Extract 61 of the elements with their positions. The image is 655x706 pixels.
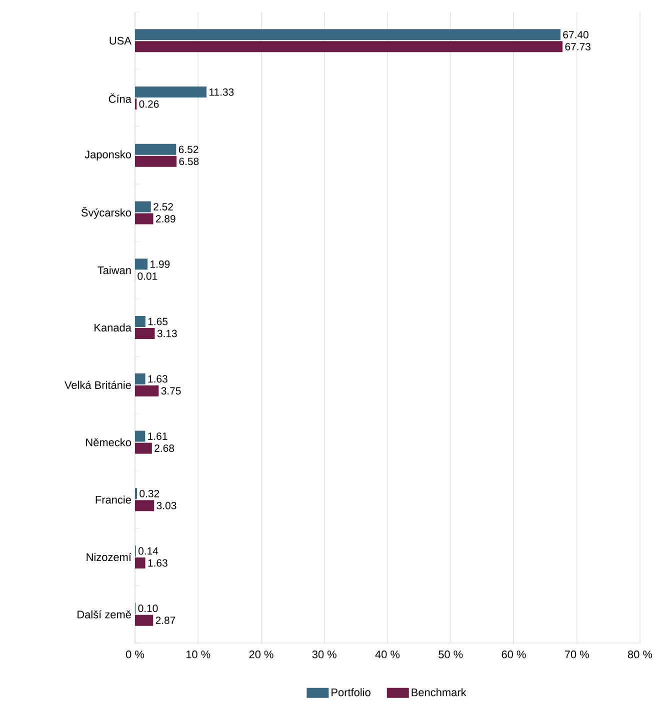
y-tick-label: Japonsko [84, 150, 132, 161]
bar [135, 500, 154, 512]
data-label: 3.03 [156, 502, 176, 510]
y-tick-label: USA [110, 36, 132, 45]
bar [135, 86, 207, 98]
data-label: 67.73 [565, 42, 590, 50]
data-label: 6.52 [178, 146, 198, 154]
data-label: 2.68 [154, 444, 174, 452]
y-tick-label: Čína [108, 93, 132, 103]
bar [135, 156, 177, 167]
data-label: 6.58 [179, 158, 199, 166]
x-tick-label: 70 % [564, 650, 589, 658]
y-tick-label: Nizozemí [86, 552, 132, 562]
x-tick-label: 30 % [312, 650, 336, 658]
bar [135, 29, 560, 40]
bar [135, 614, 154, 626]
bar [135, 328, 155, 340]
x-tick-label: 0 % [126, 650, 144, 658]
y-tick-label: Velká Británie [64, 380, 131, 389]
data-label: 1.99 [150, 260, 170, 268]
bar [135, 258, 148, 270]
bar [135, 385, 159, 396]
data-label: 0.26 [139, 100, 159, 108]
data-label: 0.14 [138, 547, 158, 555]
data-label: 67.40 [563, 30, 588, 38]
data-label: 3.13 [157, 330, 177, 338]
bar [135, 430, 146, 442]
y-tick-label: Taiwan [98, 266, 131, 274]
data-label: 1.63 [148, 559, 168, 567]
y-tick-label: Švýcarsko [81, 206, 132, 219]
x-tick-label: 50 % [438, 650, 463, 658]
data-label: 2.87 [156, 616, 176, 624]
y-tick-label: Francie [96, 496, 131, 504]
data-label: 1.61 [148, 432, 168, 440]
legend-label: Benchmark [412, 688, 466, 696]
bar [135, 316, 146, 328]
y-tick-label: Německo [86, 438, 132, 446]
data-label: 1.63 [148, 375, 168, 383]
data-label: 2.52 [154, 203, 173, 210]
x-tick-label: 20 % [249, 650, 274, 658]
bar [135, 557, 146, 568]
data-label: 3.75 [161, 387, 181, 395]
x-tick-label: 40 % [375, 650, 400, 658]
data-label: 0.10 [138, 604, 158, 612]
bar [135, 373, 146, 384]
data-label: 11.33 [210, 88, 234, 96]
data-label: 1.65 [148, 318, 168, 326]
x-tick-label: 80 % [628, 650, 652, 658]
data-label: 0.32 [140, 490, 160, 498]
x-tick-label: 60 % [502, 650, 526, 658]
bar [135, 201, 151, 212]
bar [135, 213, 154, 224]
bar [135, 442, 152, 454]
legend-label: Portfolio [332, 688, 370, 696]
y-tick-label: Kanada [94, 323, 132, 332]
bar [135, 41, 563, 52]
bar [135, 144, 176, 155]
y-tick-label: Další země [78, 610, 131, 618]
data-label: 0.01 [138, 272, 158, 280]
data-label: 2.89 [156, 215, 176, 222]
x-tick-label: 10 % [186, 650, 210, 658]
